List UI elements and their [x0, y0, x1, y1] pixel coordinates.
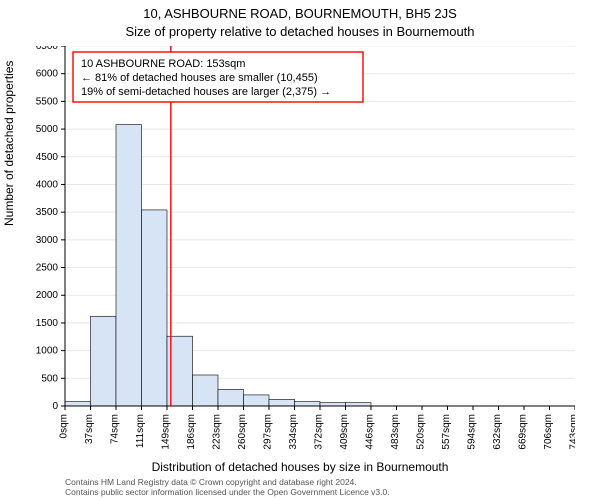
bar	[218, 389, 244, 406]
x-tick-label: 111sqm	[135, 414, 146, 448]
y-tick-label: 5000	[36, 124, 59, 135]
bar	[65, 402, 91, 406]
y-axis-label: Number of detached properties	[2, 61, 16, 226]
x-tick-label: 483sqm	[390, 414, 401, 450]
x-tick-label: 297sqm	[263, 414, 274, 450]
bar	[116, 125, 142, 406]
bar	[244, 395, 270, 406]
x-tick-label: 557sqm	[441, 414, 452, 450]
plot-area: 0500100015002000250030003500400045005000…	[65, 46, 575, 406]
y-tick-label: 3000	[36, 235, 59, 246]
bar	[142, 210, 168, 406]
y-tick-label: 4000	[36, 179, 59, 190]
bar	[91, 316, 117, 406]
y-tick-label: 5500	[36, 96, 59, 107]
footer-attribution: Contains HM Land Registry data © Crown c…	[65, 478, 590, 498]
x-tick-label: 37sqm	[84, 414, 95, 444]
x-tick-label: 74sqm	[110, 414, 121, 444]
y-tick-label: 4500	[36, 152, 59, 163]
x-tick-label: 669sqm	[518, 414, 529, 450]
x-tick-label: 372sqm	[314, 414, 325, 450]
bar	[193, 375, 219, 406]
y-tick-label: 6000	[36, 69, 59, 80]
y-tick-label: 500	[41, 373, 58, 384]
x-tick-label: 260sqm	[237, 414, 248, 450]
title-line-2: Size of property relative to detached ho…	[0, 24, 600, 39]
title-line-1: 10, ASHBOURNE ROAD, BOURNEMOUTH, BH5 2JS	[0, 6, 600, 21]
x-tick-label: 223sqm	[212, 414, 223, 450]
x-tick-label: 520sqm	[416, 414, 427, 450]
annotation-line: 19% of semi-detached houses are larger (…	[81, 86, 331, 98]
footer-line-2: Contains public sector information licen…	[65, 488, 590, 498]
x-tick-label: 706sqm	[543, 414, 554, 450]
y-tick-label: 1000	[36, 346, 59, 357]
x-tick-label: 632sqm	[492, 414, 503, 450]
bar	[269, 399, 295, 406]
y-tick-label: 2500	[36, 263, 59, 274]
annotation-line: 10 ASHBOURNE ROAD: 153sqm	[81, 58, 245, 70]
x-tick-label: 446sqm	[365, 414, 376, 450]
y-tick-label: 0	[52, 401, 58, 412]
annotation-line: ← 81% of detached houses are smaller (10…	[81, 72, 318, 84]
x-axis-label: Distribution of detached houses by size …	[0, 460, 600, 474]
bar	[295, 402, 321, 406]
y-tick-label: 3500	[36, 207, 59, 218]
y-tick-label: 2000	[36, 290, 59, 301]
x-tick-label: 149sqm	[161, 414, 172, 450]
x-tick-label: 743sqm	[569, 414, 576, 450]
x-tick-label: 0sqm	[59, 414, 70, 438]
y-tick-label: 6500	[36, 46, 59, 52]
chart-container: 10, ASHBOURNE ROAD, BOURNEMOUTH, BH5 2JS…	[0, 0, 600, 500]
x-tick-label: 594sqm	[467, 414, 478, 450]
x-tick-label: 334sqm	[288, 414, 299, 450]
x-tick-label: 186sqm	[186, 414, 197, 450]
chart-svg: 0 500 1000 1500 2000 2500 3000 3500 4000 4500 5000…	[17, 46, 575, 461]
x-tick-label: 409sqm	[339, 414, 350, 450]
y-tick-label: 1500	[36, 318, 59, 329]
